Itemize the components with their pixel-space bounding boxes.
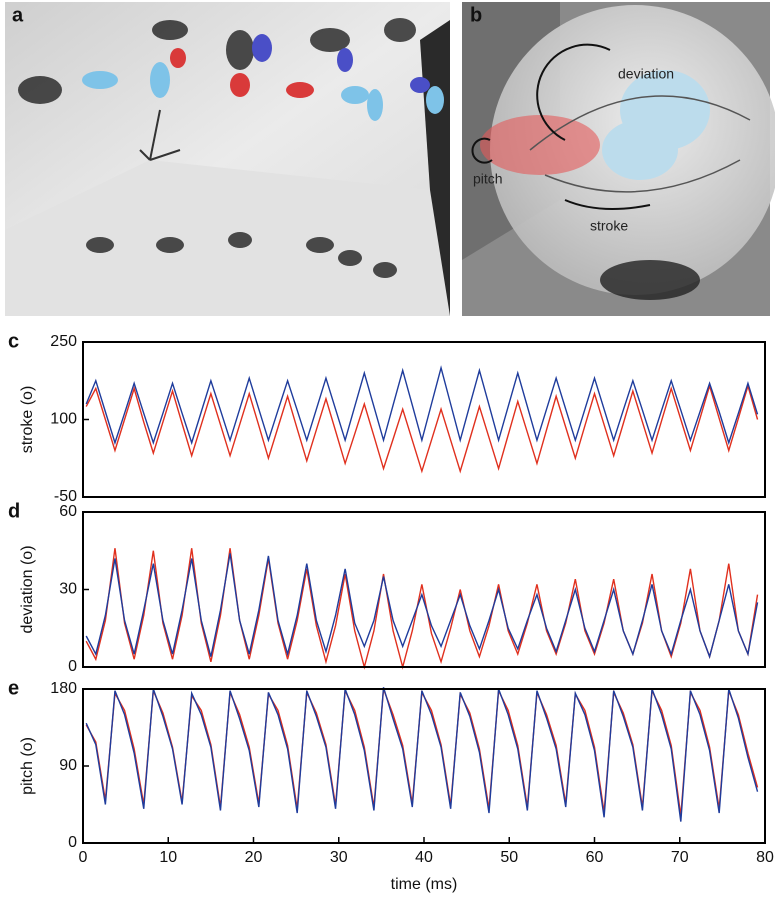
y-axis-label: pitch (o): [19, 737, 36, 795]
x-tick-label: 50: [500, 849, 518, 866]
plot-frame: [82, 341, 766, 498]
x-tick-label: 20: [245, 849, 263, 866]
panel-label: b: [470, 4, 482, 26]
y-tick-label: 180: [50, 680, 77, 697]
y-axis-label: stroke (o): [19, 386, 36, 454]
panel-label: c: [8, 330, 19, 352]
y-axis-label: deviation (o): [19, 545, 36, 633]
x-tick-label: 80: [756, 849, 774, 866]
photo-b: b deviation pitch stroke: [462, 2, 775, 316]
panel-label: a: [12, 4, 24, 26]
y-tick-label: -50: [54, 488, 77, 505]
x-tick-label: 10: [159, 849, 177, 866]
x-tick-label: 0: [79, 849, 88, 866]
data-line: [85, 553, 759, 659]
y-tick-label: 30: [59, 581, 77, 598]
y-tick-label: 100: [50, 411, 77, 428]
y-tick-label: 90: [59, 757, 77, 774]
panel-label: d: [8, 500, 20, 522]
y-tick-label: 0: [68, 658, 77, 675]
y-tick-label: 0: [68, 834, 77, 851]
photo-a: a: [5, 2, 450, 316]
data-line: [85, 687, 759, 822]
annotation: stroke: [590, 218, 628, 234]
annotation: pitch: [473, 171, 503, 187]
data-line: [85, 383, 759, 474]
x-tick-label: 60: [586, 849, 604, 866]
y-tick-label: 250: [50, 333, 77, 350]
y-tick-label: 60: [59, 503, 77, 520]
panel-label: e: [8, 677, 19, 699]
x-axis-label: time (ms): [391, 876, 458, 893]
x-tick-label: 30: [330, 849, 348, 866]
x-tick-label: 40: [415, 849, 433, 866]
data-line: [85, 365, 759, 446]
annotation: deviation: [618, 66, 674, 82]
x-tick-label: 70: [671, 849, 689, 866]
